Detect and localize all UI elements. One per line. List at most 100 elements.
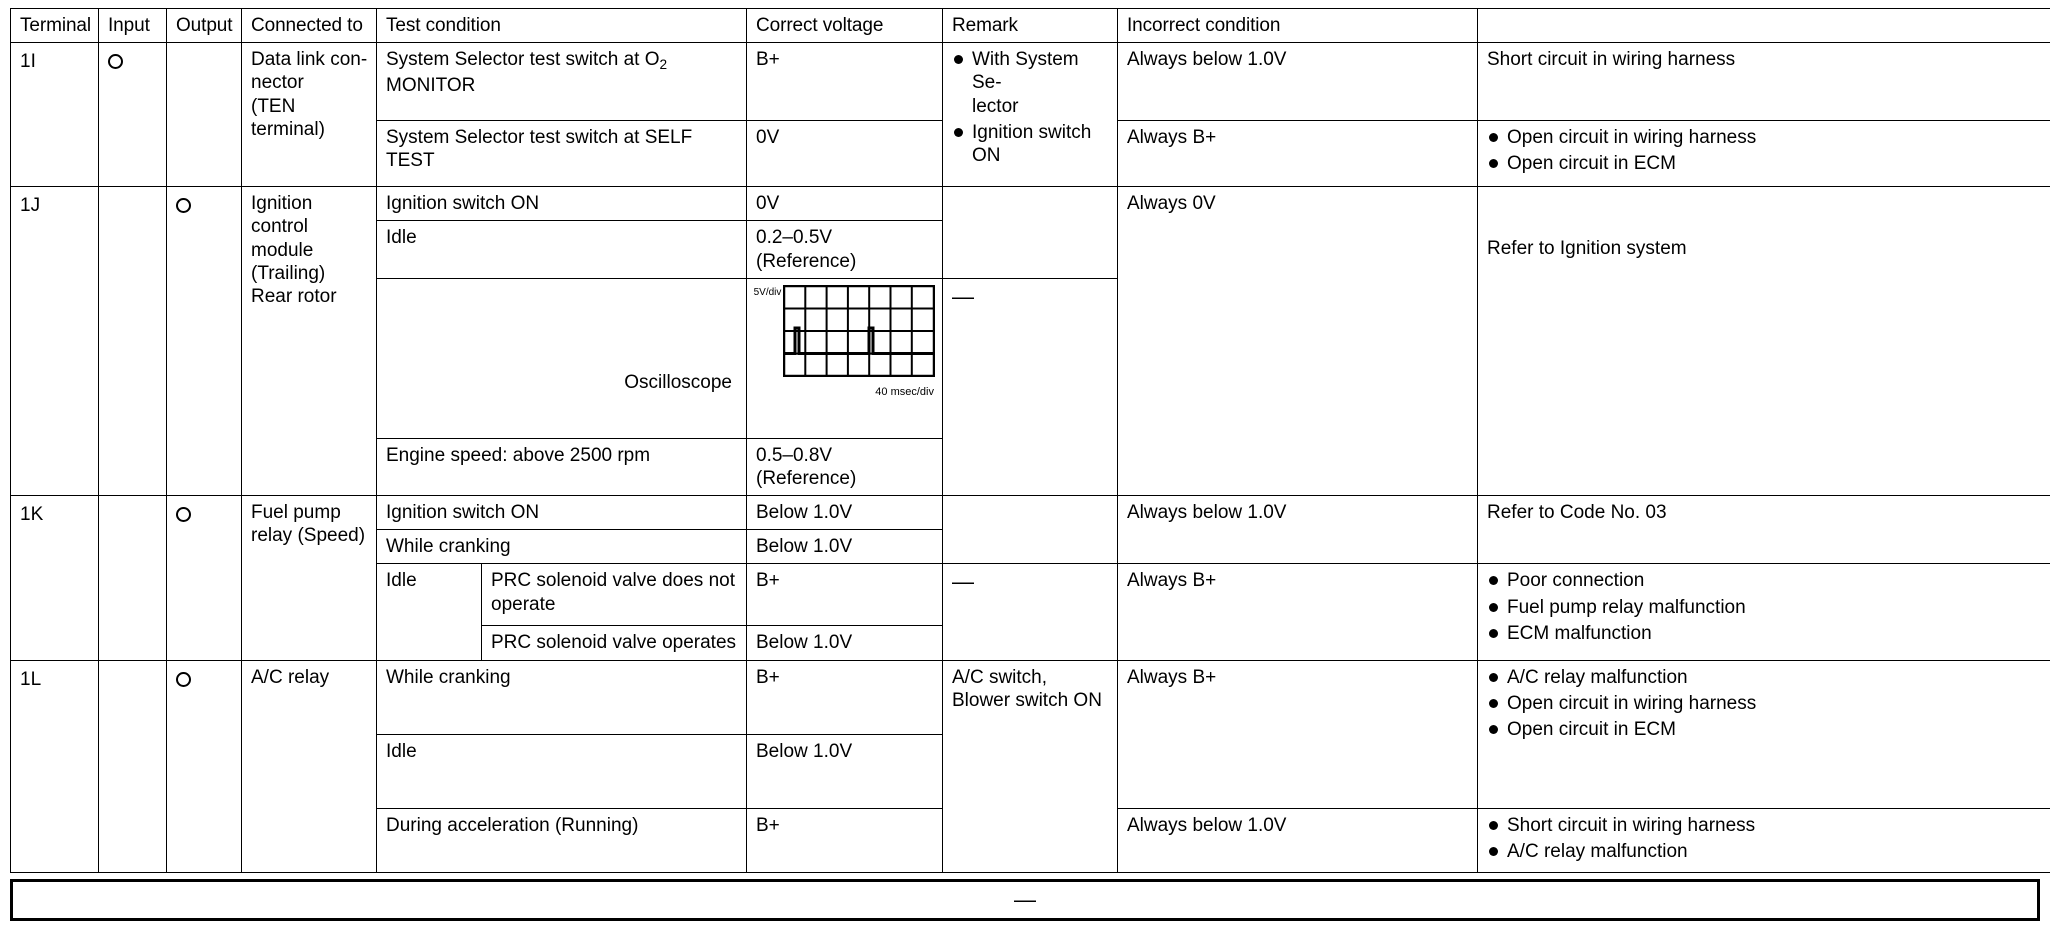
header-input: Input (98, 7, 167, 44)
connected-line: Ignition control (251, 193, 313, 238)
cell-incorrect-1i-b: Always B+ (1117, 120, 1478, 188)
table-row: Idle PRC solenoid valve does not operate… (11, 563, 2050, 661)
cause-bullet-list: Poor connection Fuel pump relay malfunct… (1487, 569, 2050, 645)
connected-line: relay (Speed) (251, 525, 366, 547)
scope-y-axis-label: 5V/div (753, 286, 782, 298)
scope-plot (783, 284, 936, 383)
cell-correct-voltage-1k-a: Below 1.0V (746, 495, 943, 531)
circle-mark-icon (176, 507, 191, 523)
cell-test-condition-1j-a: Ignition switch ON (376, 186, 747, 222)
table-row: While cranking Below 1.0V (11, 529, 2050, 565)
remark-line: ON (972, 144, 1001, 166)
cell-test-condition-1l-a: While cranking (376, 659, 747, 735)
header-test-condition: Test condition (376, 7, 747, 44)
cell-correct-voltage-1l-a: B+ (746, 659, 943, 735)
condition-text-line2: MONITOR (386, 74, 476, 96)
cell-terminal-1j: 1J (10, 186, 99, 497)
table-row: Oscilloscope 5V/div (11, 277, 2050, 497)
list-item: A/C relay malfunction (1487, 840, 2050, 863)
cell-test-condition-1l-b: Idle (376, 733, 747, 809)
list-item: Fuel pump relay malfunction (1487, 596, 2050, 619)
cell-correct-voltage-1k-c: B+ (746, 563, 943, 627)
cell-cause-1k-b: Poor connection Fuel pump relay malfunct… (1477, 563, 2050, 661)
cell-input-1l (98, 659, 167, 873)
scope-x-axis-label: 40 msec/div (875, 385, 934, 398)
cell-incorrect-1k-b: Always B+ (1117, 563, 1478, 661)
cell-test-condition-1k-idle: Idle (376, 563, 482, 661)
remark-line: lector (972, 95, 1019, 117)
remark-line: Blower switch ON (952, 689, 1102, 711)
table-row: System Selector test switch at SELF TEST… (11, 120, 2050, 188)
table-row: Engine speed: above 2500 rpm 0.5–0.8V (R… (11, 437, 2050, 497)
cell-cause-1l-b: Short circuit in wiring harness A/C rela… (1477, 807, 2050, 873)
connected-line: (TEN terminal) (251, 95, 325, 140)
cell-input-1k (98, 495, 167, 661)
footer-strip: — (10, 878, 2040, 921)
remark-line: A/C switch, (952, 666, 1048, 688)
condition-subscript: 2 (659, 57, 668, 72)
cell-connected-to-1k: Fuel pump relay (Speed) (241, 495, 377, 661)
cell-test-condition-1i-b: System Selector test switch at SELF TEST (376, 120, 747, 188)
cell-output-1i (166, 42, 242, 188)
header-row: Terminal Input Output Connected to Test … (10, 7, 2050, 44)
circle-mark-icon (108, 54, 123, 70)
circle-mark-icon (176, 198, 191, 214)
connected-line: Rear rotor (251, 285, 337, 307)
cell-cause-1l-a: A/C relay malfunction Open circuit in wi… (1477, 659, 2050, 809)
cell-output-1l (166, 659, 242, 873)
cause-bullet-list: Open circuit in wiring harness Open circ… (1487, 126, 2050, 175)
cell-test-condition-1j-b: Idle (376, 220, 747, 279)
cell-connected-to-1j: Ignition control module (Trailing) Rear … (241, 186, 377, 497)
remark-bullet-list: With System Se- lector Ignition switch O… (952, 48, 1109, 167)
remark-line: With System Se- (972, 49, 1079, 94)
header-remark: Remark (942, 7, 1118, 44)
table-row: During acceleration (Running) B+ Always … (11, 807, 2050, 873)
cell-correct-voltage-1i-a: B+ (746, 42, 943, 122)
subcondition-line: operate (491, 593, 556, 615)
cell-terminal-1l: 1L (10, 659, 99, 873)
list-item: Open circuit in ECM (1487, 152, 2050, 175)
cause-bullet-list: Short circuit in wiring harness A/C rela… (1487, 814, 2050, 863)
condition-text: System Selector test switch at O (386, 49, 660, 71)
list-item: A/C relay malfunction (1487, 666, 2050, 689)
cell-test-condition-1k-a: Ignition switch ON (376, 495, 747, 531)
header-output: Output (166, 7, 242, 44)
table-row: 1L A/C relay While cranking B+ A/C switc… (10, 659, 2050, 873)
cell-remark-1i: With System Se- lector Ignition switch O… (942, 42, 1118, 188)
cell-terminal-1k: 1K (10, 495, 99, 661)
list-item: Ignition switch ON (952, 121, 1109, 167)
subcondition-line: PRC solenoid valve does not (491, 570, 735, 592)
connected-line: nector (251, 72, 304, 94)
cell-test-condition-1j-c: Oscilloscope (376, 278, 747, 439)
list-item: With System Se- lector (952, 48, 1109, 118)
table-row: 1J Ignition control module (Trailing) Re… (10, 186, 2050, 497)
cell-remark-1j-a (942, 186, 1118, 279)
oscilloscope-graphic: 5V/div (747, 279, 942, 383)
list-item: Open circuit in wiring harness (1487, 126, 2050, 149)
cell-test-subcondition-1k-c: PRC solenoid valve does not operate (481, 563, 747, 627)
cell-correct-voltage-1l-b: Below 1.0V (746, 733, 943, 809)
table-body: 1I Data link con- nector (TEN terminal) … (10, 42, 2050, 873)
table-header: Terminal Input Output Connected to Test … (10, 7, 2050, 44)
connected-line: Data link con- (251, 49, 368, 71)
cell-correct-voltage-1j-b: 0.2–0.5V (Reference) (746, 220, 943, 279)
cell-remark-1k-a (942, 495, 1118, 565)
cell-cause-1k-a: Refer to Code No. 03 (1477, 495, 2050, 565)
cell-input-1j (98, 186, 167, 497)
connected-line: (Trailing) (251, 262, 326, 284)
cell-remark-1j-dash: — (942, 277, 1118, 497)
cell-cause-1i-a: Short circuit in wiring harness (1477, 42, 2050, 122)
cell-cause-1i-b: Open circuit in wiring harness Open circ… (1477, 120, 2050, 188)
circle-mark-icon (176, 671, 191, 687)
cell-remark-1l: A/C switch, Blower switch ON (942, 659, 1118, 873)
cell-oscilloscope-figure: 5V/div (746, 278, 943, 439)
cell-cause-1j: Refer to Ignition system (1477, 186, 2050, 497)
cell-test-condition-1l-c: During acceleration (Running) (376, 807, 747, 873)
cell-output-1j (166, 186, 242, 497)
cause-bullet-list: A/C relay malfunction Open circuit in wi… (1487, 666, 2050, 742)
cell-test-condition-1j-d: Engine speed: above 2500 rpm (376, 437, 747, 497)
cell-input-1i (98, 42, 167, 188)
header-correct-voltage: Correct voltage (746, 7, 943, 44)
list-item: Short circuit in wiring harness (1487, 814, 2050, 837)
